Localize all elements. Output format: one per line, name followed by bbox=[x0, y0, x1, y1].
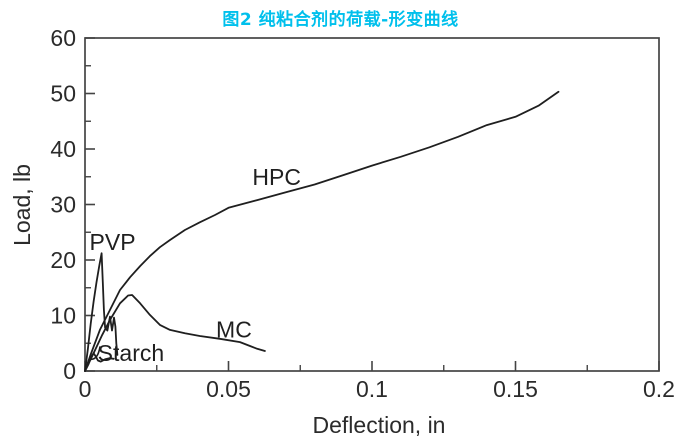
y-tick-label: 30 bbox=[50, 192, 76, 218]
y-axis-label: Load, lb bbox=[9, 164, 35, 246]
figure-title: 图2 纯粘合剂的荷载-形变曲线 bbox=[222, 10, 459, 30]
curve-pvp bbox=[84, 252, 119, 372]
x-axis-label: Deflection, in bbox=[313, 412, 446, 438]
curve-labels: HPC PVP MC Starch bbox=[90, 164, 301, 366]
y-tick-label: 20 bbox=[50, 247, 76, 273]
x-tick-label: 0.15 bbox=[493, 376, 538, 402]
y-tick-label: 0 bbox=[63, 358, 76, 384]
curve-label-hpc: HPC bbox=[252, 164, 301, 190]
tick-labels: 0 0.05 0.1 0.15 0.2 0 10 20 30 40 50 60 bbox=[50, 25, 675, 402]
y-tick-label: 60 bbox=[50, 25, 76, 51]
curve-hpc bbox=[84, 90, 560, 372]
curves bbox=[84, 90, 560, 372]
y-tick-label: 50 bbox=[50, 81, 76, 107]
x-tick-label: 0.2 bbox=[643, 376, 675, 402]
curve-label-mc: MC bbox=[216, 316, 252, 342]
curve-label-pvp: PVP bbox=[90, 229, 136, 255]
curve-label-starch: Starch bbox=[98, 340, 164, 366]
plot-frame bbox=[84, 37, 660, 372]
x-tick-label: 0.1 bbox=[356, 376, 388, 402]
curve-mc bbox=[84, 294, 266, 372]
y-tick-label: 40 bbox=[50, 136, 76, 162]
curve-starch bbox=[84, 352, 115, 372]
starch-leader-arrow bbox=[90, 346, 101, 361]
x-tick-label: 0 bbox=[79, 376, 92, 402]
starch-leader-line bbox=[90, 346, 101, 361]
plot-frame-rect bbox=[84, 37, 660, 372]
axis-ticks bbox=[84, 37, 660, 372]
y-tick-label: 10 bbox=[50, 303, 76, 329]
x-tick-label: 0.05 bbox=[206, 376, 251, 402]
